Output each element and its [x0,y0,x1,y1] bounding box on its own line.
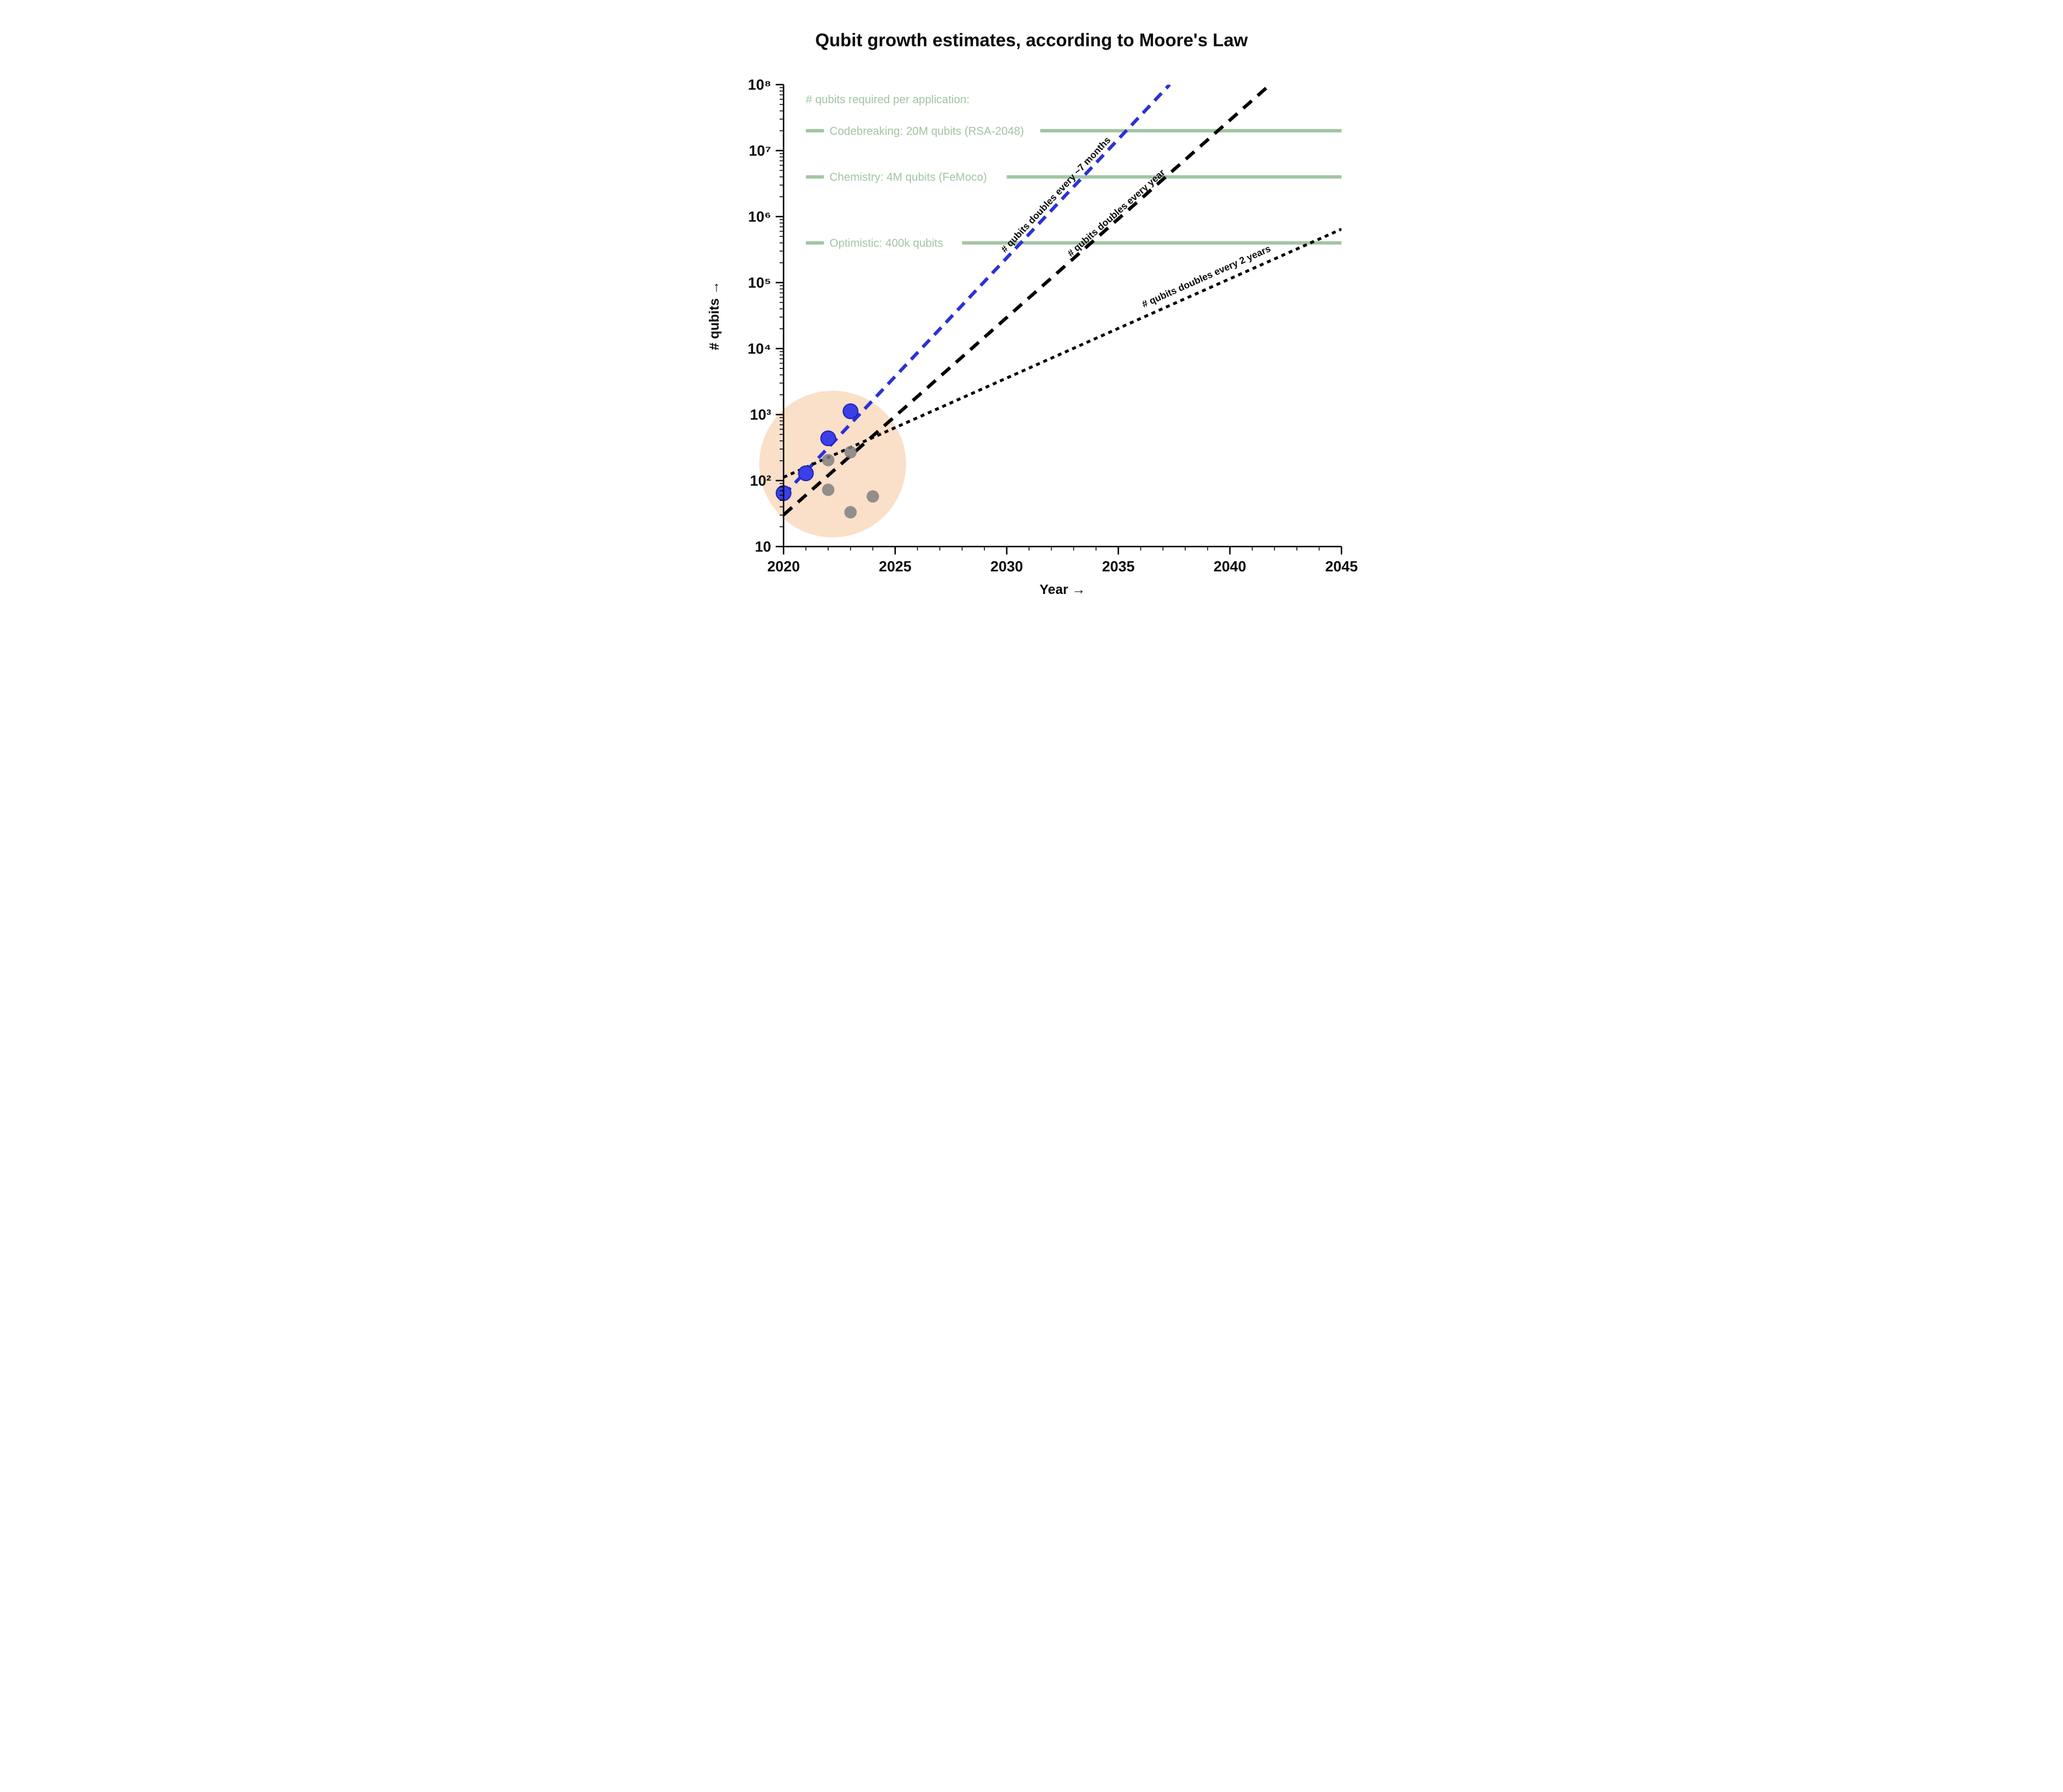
curve-blue-7mo [784,85,1169,495]
y-tick-label: 10² [750,472,771,489]
x-tick-label: 2040 [1213,558,1246,575]
y-tick-label: 10⁶ [748,208,771,225]
threshold-header: # qubits required per application: [806,94,970,106]
data-point-blue [799,466,813,481]
threshold-label: Chemistry: 4M qubits (FeMoco) [830,171,987,184]
chart-container: Qubit growth estimates, according to Moo… [688,11,1375,609]
data-point-gray [866,490,879,503]
x-axis-label: Year → [1040,582,1085,597]
data-point-gray [844,506,857,518]
chart-title: Qubit growth estimates, according to Moo… [815,30,1248,50]
data-point-blue [843,404,858,419]
curve-black-1yr [784,85,1270,515]
y-tick-label: 10 [755,538,771,555]
y-tick-label: 10³ [750,406,771,423]
curve-label-black-2yr: # qubits doubles every 2 years [1140,243,1272,310]
x-tick-label: 2030 [991,558,1023,575]
threshold-label: Optimistic: 400k qubits [830,237,943,250]
y-tick-label: 10⁷ [749,142,771,159]
y-tick-label: 10⁸ [748,76,771,93]
x-tick-label: 2025 [879,558,912,575]
threshold-label: Codebreaking: 20M qubits (RSA-2048) [830,125,1024,138]
chart-svg: Qubit growth estimates, according to Moo… [688,11,1375,609]
y-axis-label: # qubits → [707,281,722,350]
y-tick-label: 10⁴ [747,340,771,357]
x-tick-label: 2045 [1325,558,1358,575]
y-tick-label: 10⁵ [748,274,771,291]
x-tick-label: 2020 [767,558,800,575]
data-point-gray [822,454,834,466]
data-point-blue [821,431,835,446]
data-point-gray [822,483,834,496]
x-tick-label: 2035 [1102,558,1134,575]
data-point-gray [844,446,857,459]
